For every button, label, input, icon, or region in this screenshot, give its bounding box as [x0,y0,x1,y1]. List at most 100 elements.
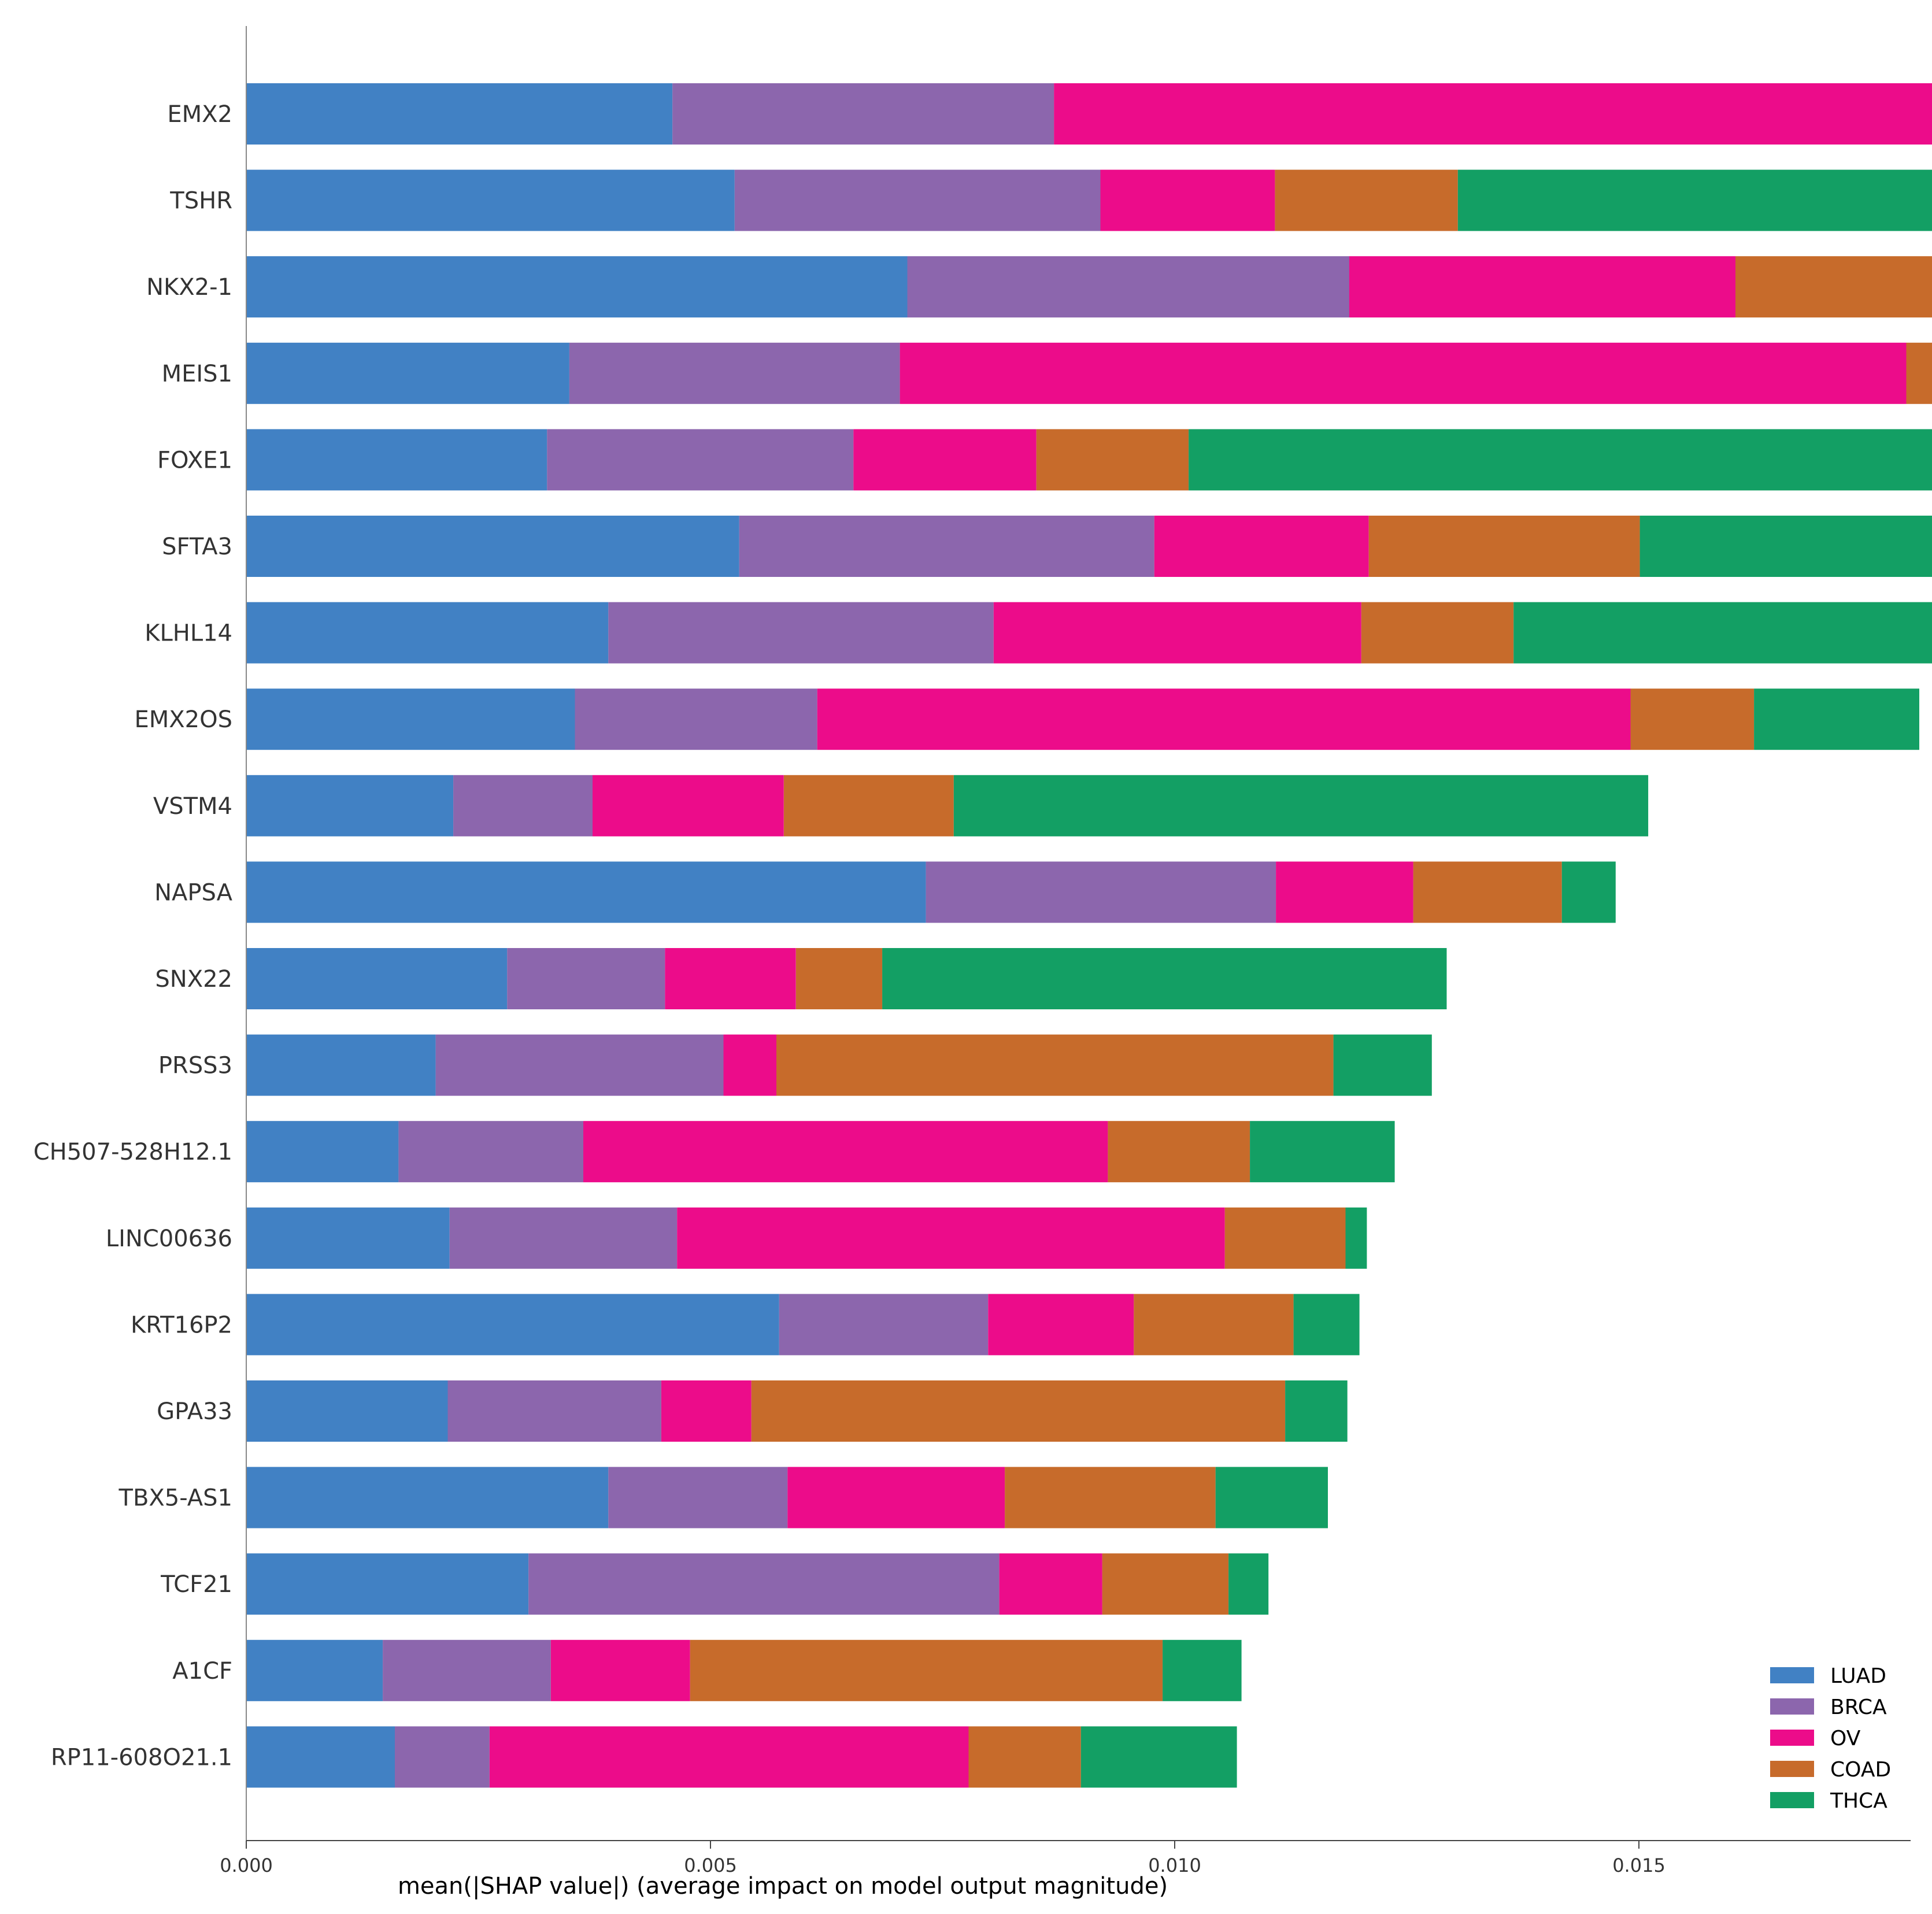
bar-klhl14-luad [246,602,609,664]
legend-swatch-luad [1770,1667,1814,1683]
bar-emx2os-coad [1630,688,1755,750]
bar-tbx5-as1-luad [246,1467,609,1528]
bar-foxe1-coad [1036,429,1189,491]
legend-label-luad: LUAD [1830,1664,1886,1688]
bar-napsa-ov [1276,861,1413,923]
bar-rp11-608o21.1-ov [489,1726,969,1788]
bar-foxe1-luad [246,429,547,491]
bar-meis1-luad [246,342,569,404]
bar-snx22-brca [507,948,665,1009]
bar-emx2os-ov [817,688,1631,750]
bar-klhl14-thca [1513,602,1932,664]
legend-label-ov: OV [1830,1727,1861,1750]
x-tick-label: 0.015 [1612,1854,1665,1876]
axes [246,26,1911,1841]
bar-tcf21-brca [528,1553,1000,1615]
bar-klhl14-coad [1361,602,1514,664]
bar-foxe1-thca [1189,429,1932,491]
bar-nkx2-1-brca [907,256,1349,318]
legend-label-thca: THCA [1830,1789,1887,1813]
bar-a1cf-coad [690,1639,1163,1701]
category-label: MEIS1 [162,361,232,387]
bar-a1cf-brca [383,1639,551,1701]
bar-snx22-luad [246,948,508,1009]
bar-tshr-luad [246,169,735,231]
bar-emx2os-thca [1754,688,1919,750]
legend-swatch-thca [1770,1792,1814,1808]
bar-ch507-528h12.1-thca [1250,1121,1395,1183]
legend-swatch-brca [1770,1698,1814,1715]
bar-foxe1-ov [853,429,1037,491]
bar-ch507-528h12.1-luad [246,1121,399,1183]
bar-tshr-coad [1275,169,1458,231]
bar-napsa-thca [1561,861,1616,923]
bars-layer [246,83,1932,1788]
bar-meis1-coad [1906,342,1932,404]
bar-tshr-brca [734,169,1101,231]
category-label: TSHR [169,188,232,214]
bar-tcf21-thca [1228,1553,1269,1615]
bar-a1cf-luad [246,1639,383,1701]
bar-snx22-thca [882,948,1447,1009]
bar-snx22-coad [795,948,883,1009]
bar-emx2os-luad [246,688,575,750]
category-label: PRSS3 [158,1053,232,1079]
x-tick-label: 0.000 [220,1854,273,1876]
bar-vstm4-luad [246,775,454,836]
bar-vstm4-thca [953,775,1649,836]
bar-prss3-luad [246,1034,436,1096]
x-tick-label: 0.010 [1148,1854,1201,1876]
bar-krt16p2-coad [1134,1294,1294,1356]
bar-a1cf-ov [550,1639,690,1701]
bar-prss3-thca [1333,1034,1432,1096]
bar-krt16p2-thca [1293,1294,1360,1356]
bar-ch507-528h12.1-ov [583,1121,1108,1183]
bar-emx2-ov [1054,83,1932,145]
bar-gpa33-ov [661,1380,752,1442]
bar-klhl14-ov [993,602,1361,664]
bar-gpa33-coad [751,1380,1286,1442]
bar-tbx5-as1-brca [608,1467,788,1528]
category-labels: EMX2 TSHR NKX2-1 MEIS1 FOXE1 SFTA3 KLHL14 EMX2O… [34,101,233,1771]
bar-sfta3-brca [739,516,1154,577]
category-label: SNX22 [155,966,232,993]
bar-tcf21-luad [246,1553,529,1615]
bar-napsa-brca [926,861,1276,923]
bar-rp11-608o21.1-thca [1080,1726,1237,1788]
bar-snx22-ov [665,948,796,1009]
bar-sfta3-luad [246,516,739,577]
bar-nkx2-1-coad [1735,256,1932,318]
bar-tcf21-coad [1102,1553,1229,1615]
bar-linc00636-brca [449,1207,678,1269]
bar-meis1-ov [900,342,1907,404]
bar-prss3-coad [776,1034,1334,1096]
bar-vstm4-coad [783,775,954,836]
bar-prss3-brca [435,1034,724,1096]
bar-tcf21-ov [999,1553,1102,1615]
bar-gpa33-brca [447,1380,661,1442]
bar-sfta3-coad [1368,516,1640,577]
category-label: NAPSA [154,879,233,906]
category-label: CH507-528H12.1 [34,1139,232,1165]
bar-linc00636-coad [1224,1207,1346,1269]
bar-napsa-luad [246,861,926,923]
bar-linc00636-luad [246,1207,450,1269]
category-label: LINC00636 [106,1226,232,1252]
category-label: FOXE1 [157,447,232,473]
bar-linc00636-thca [1345,1207,1367,1269]
legend-swatch-ov [1770,1730,1814,1746]
bar-ch507-528h12.1-coad [1108,1121,1250,1183]
category-label: EMX2OS [134,706,232,733]
bar-nkx2-1-ov [1349,256,1735,318]
bar-krt16p2-brca [779,1294,989,1356]
bar-rp11-608o21.1-brca [395,1726,490,1788]
bar-prss3-ov [723,1034,776,1096]
category-label: EMX2 [167,101,232,128]
x-axis-title: mean(|SHAP value|) (average impact on mo… [398,1873,1168,1900]
bar-nkx2-1-luad [246,256,908,318]
legend-label-brca: BRCA [1830,1695,1887,1719]
bar-krt16p2-luad [246,1294,779,1356]
bar-klhl14-brca [608,602,994,664]
